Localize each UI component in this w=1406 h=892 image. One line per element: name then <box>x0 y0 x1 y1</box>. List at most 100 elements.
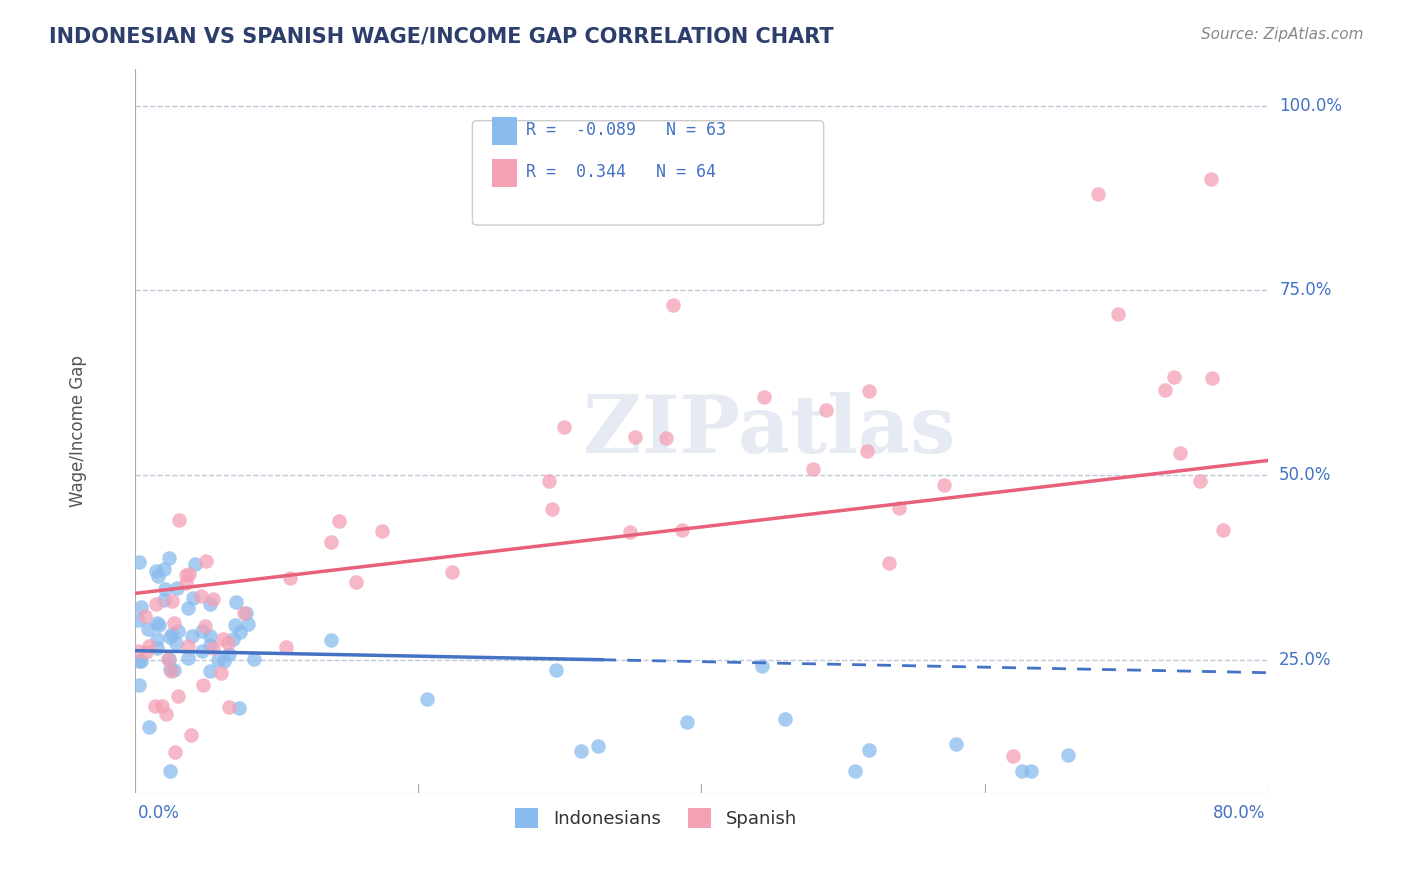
Point <box>328 514 350 528</box>
Point <box>177 600 200 615</box>
Point <box>184 558 207 572</box>
Text: 0.0%: 0.0% <box>138 805 180 822</box>
Point <box>200 664 222 678</box>
Point <box>1001 749 1024 764</box>
Point <box>167 624 190 639</box>
Point <box>1154 383 1177 397</box>
Bar <box>492 159 516 186</box>
Point <box>198 638 221 652</box>
Point <box>128 555 150 569</box>
Point <box>179 566 201 581</box>
Text: INDONESIAN VS SPANISH WAGE/INCOME GAP CORRELATION CHART: INDONESIAN VS SPANISH WAGE/INCOME GAP CO… <box>49 27 834 46</box>
Point <box>1056 748 1078 763</box>
Point <box>775 712 797 726</box>
Point <box>222 632 245 646</box>
Text: 25.0%: 25.0% <box>1279 651 1331 669</box>
Point <box>177 639 200 653</box>
Point <box>155 706 177 721</box>
Point <box>198 597 221 611</box>
Point <box>195 554 218 568</box>
Point <box>159 662 181 676</box>
Point <box>344 575 367 590</box>
Legend: Indonesians, Spanish: Indonesians, Spanish <box>508 801 804 835</box>
Text: 100.0%: 100.0% <box>1279 96 1343 114</box>
Point <box>544 663 567 677</box>
Text: 50.0%: 50.0% <box>1279 467 1331 484</box>
Point <box>138 639 160 653</box>
Point <box>844 764 866 779</box>
Point <box>662 298 685 312</box>
Point <box>134 608 156 623</box>
Point <box>225 594 247 608</box>
Point <box>371 524 394 539</box>
Point <box>1189 474 1212 488</box>
Point <box>751 659 773 673</box>
Point <box>194 618 217 632</box>
Point <box>135 645 157 659</box>
Point <box>181 591 204 605</box>
Point <box>166 582 188 596</box>
Point <box>131 600 153 615</box>
Point <box>167 689 190 703</box>
Point <box>145 597 167 611</box>
Point <box>159 764 181 779</box>
Text: Wage/Income Gap: Wage/Income Gap <box>69 355 87 507</box>
Text: Source: ZipAtlas.com: Source: ZipAtlas.com <box>1201 27 1364 42</box>
Point <box>619 525 641 540</box>
Point <box>138 719 160 733</box>
Text: 75.0%: 75.0% <box>1279 281 1331 300</box>
Point <box>146 569 169 583</box>
Text: 80.0%: 80.0% <box>1213 805 1265 822</box>
Point <box>887 501 910 516</box>
Point <box>321 633 343 648</box>
Point <box>165 636 187 650</box>
Point <box>145 640 167 655</box>
Point <box>159 630 181 644</box>
Point <box>191 643 214 657</box>
Point <box>945 738 967 752</box>
Point <box>200 629 222 643</box>
Point <box>233 606 256 620</box>
Point <box>127 644 149 658</box>
Point <box>243 651 266 665</box>
Point <box>153 562 176 576</box>
Point <box>877 556 900 570</box>
Text: R =  0.344   N = 64: R = 0.344 N = 64 <box>526 163 716 181</box>
Bar <box>492 117 516 145</box>
Point <box>156 652 179 666</box>
Point <box>1107 307 1129 321</box>
Point <box>138 623 160 637</box>
Point <box>1019 764 1042 779</box>
Point <box>538 475 561 489</box>
Point <box>1168 446 1191 460</box>
Point <box>180 728 202 742</box>
Point <box>176 575 198 590</box>
Point <box>228 700 250 714</box>
Point <box>540 501 562 516</box>
Point <box>218 647 240 661</box>
Point <box>163 746 186 760</box>
FancyBboxPatch shape <box>472 120 824 225</box>
Point <box>191 624 214 639</box>
Point <box>586 739 609 753</box>
Point <box>127 613 149 627</box>
Point <box>624 430 647 444</box>
Point <box>212 632 235 647</box>
Point <box>193 677 215 691</box>
Text: ZIPatlas: ZIPatlas <box>583 392 956 470</box>
Point <box>224 618 246 632</box>
Text: R =  -0.089   N = 63: R = -0.089 N = 63 <box>526 121 725 139</box>
Point <box>157 652 180 666</box>
Point <box>440 565 463 579</box>
Point <box>235 606 257 620</box>
Point <box>1201 371 1223 385</box>
Point <box>1212 524 1234 538</box>
Point <box>162 627 184 641</box>
Point <box>157 550 180 565</box>
Point <box>143 699 166 714</box>
Point <box>167 513 190 527</box>
Point <box>160 594 183 608</box>
Point <box>932 478 955 492</box>
Point <box>858 384 880 398</box>
Point <box>129 654 152 668</box>
